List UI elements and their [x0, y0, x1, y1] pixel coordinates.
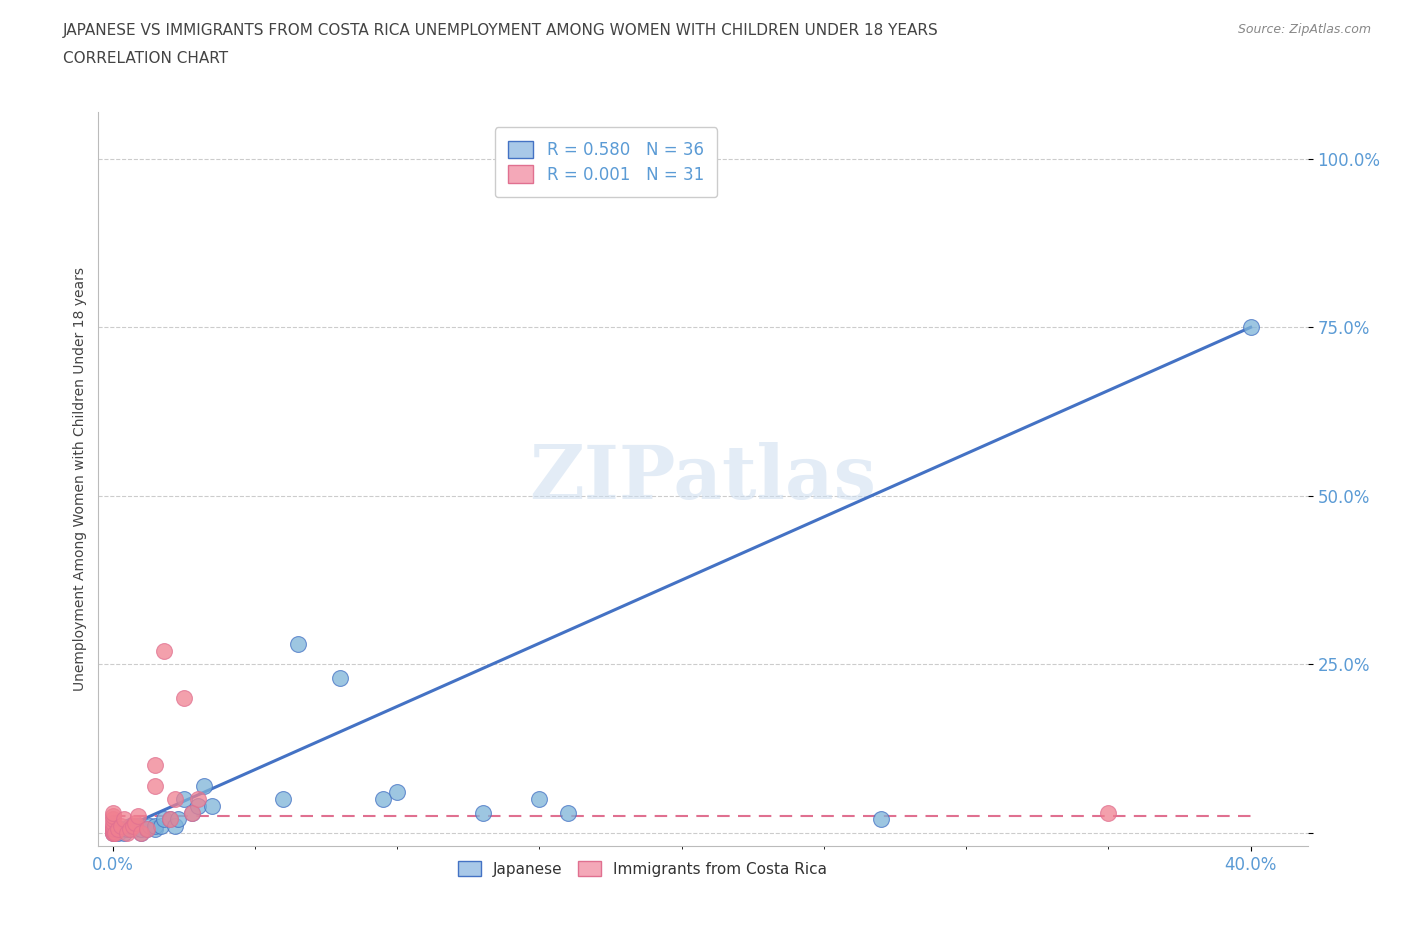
- Point: [124, 822, 146, 837]
- Point: [329, 671, 352, 685]
- Point: [101, 824, 124, 839]
- Point: [143, 818, 166, 833]
- Point: [287, 637, 309, 652]
- Point: [385, 785, 408, 800]
- Point: [153, 812, 176, 827]
- Point: [101, 808, 124, 823]
- Point: [101, 805, 124, 820]
- Point: [101, 826, 124, 841]
- Point: [121, 818, 143, 833]
- Point: [193, 778, 215, 793]
- Point: [121, 818, 143, 833]
- Point: [159, 812, 181, 827]
- Point: [129, 822, 152, 837]
- Point: [101, 826, 124, 841]
- Point: [165, 818, 187, 833]
- Text: JAPANESE VS IMMIGRANTS FROM COSTA RICA UNEMPLOYMENT AMONG WOMEN WITH CHILDREN UN: JAPANESE VS IMMIGRANTS FROM COSTA RICA U…: [63, 23, 939, 38]
- Point: [1240, 320, 1263, 335]
- Point: [101, 826, 124, 841]
- Y-axis label: Unemployment Among Women with Children Under 18 years: Unemployment Among Women with Children U…: [73, 267, 87, 691]
- Point: [143, 778, 166, 793]
- Point: [173, 791, 195, 806]
- Point: [101, 823, 124, 838]
- Point: [153, 644, 176, 658]
- Point: [869, 812, 891, 827]
- Point: [471, 805, 494, 820]
- Point: [101, 820, 124, 835]
- Point: [181, 805, 204, 820]
- Text: ZIPatlas: ZIPatlas: [530, 443, 876, 515]
- Point: [104, 826, 127, 841]
- Point: [273, 791, 295, 806]
- Point: [115, 822, 138, 837]
- Point: [112, 812, 135, 827]
- Point: [143, 758, 166, 773]
- Point: [371, 791, 394, 806]
- Point: [129, 826, 152, 841]
- Text: Source: ZipAtlas.com: Source: ZipAtlas.com: [1237, 23, 1371, 36]
- Point: [127, 808, 149, 823]
- Point: [143, 822, 166, 837]
- Point: [557, 805, 579, 820]
- Legend: Japanese, Immigrants from Costa Rica: Japanese, Immigrants from Costa Rica: [451, 855, 834, 883]
- Point: [138, 818, 160, 833]
- Point: [173, 691, 195, 706]
- Point: [127, 818, 149, 833]
- Point: [1097, 805, 1119, 820]
- Point: [135, 822, 157, 837]
- Text: CORRELATION CHART: CORRELATION CHART: [63, 51, 228, 66]
- Point: [167, 812, 190, 827]
- Point: [110, 818, 132, 833]
- Point: [150, 818, 173, 833]
- Point: [101, 812, 124, 827]
- Point: [159, 812, 181, 827]
- Point: [129, 826, 152, 841]
- Point: [124, 816, 146, 830]
- Point: [112, 826, 135, 841]
- Point: [101, 822, 124, 837]
- Point: [107, 826, 129, 841]
- Point: [101, 816, 124, 830]
- Point: [110, 822, 132, 837]
- Point: [107, 822, 129, 837]
- Point: [118, 818, 141, 833]
- Point: [118, 822, 141, 837]
- Point: [187, 799, 209, 814]
- Point: [135, 822, 157, 837]
- Point: [181, 805, 204, 820]
- Point: [187, 791, 209, 806]
- Point: [165, 791, 187, 806]
- Point: [101, 822, 124, 837]
- Point: [115, 826, 138, 841]
- Point: [101, 818, 124, 833]
- Point: [529, 791, 551, 806]
- Point: [201, 799, 224, 814]
